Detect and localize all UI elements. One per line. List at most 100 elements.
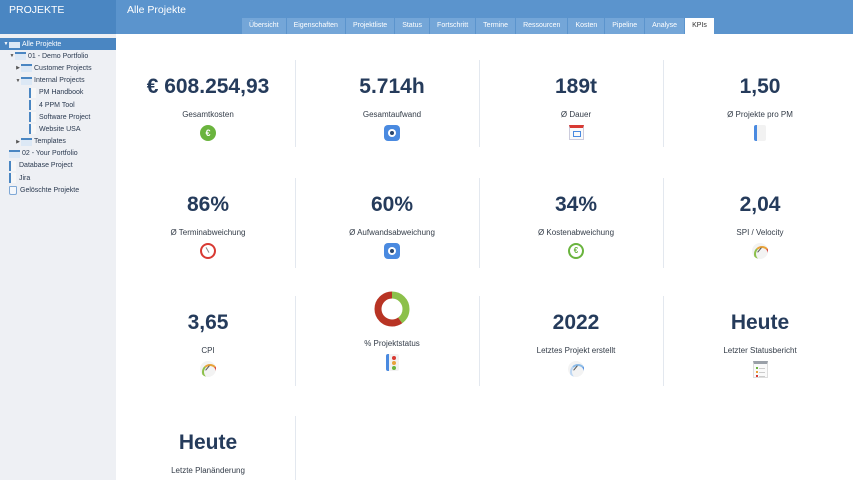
sidebar-title: PROJEKTE bbox=[0, 0, 116, 34]
tree-item[interactable]: ▶ Templates bbox=[0, 136, 116, 148]
tab-fortschritt[interactable]: Fortschritt bbox=[430, 18, 476, 34]
tab-pipeline[interactable]: Pipeline bbox=[605, 18, 645, 34]
kpi-card[interactable]: % Projektstatus bbox=[300, 290, 484, 372]
kpi-card[interactable]: 1,50 Ø Projekte pro PM bbox=[668, 74, 852, 143]
kpi-card[interactable]: € 608.254,93 Gesamtkosten € bbox=[116, 74, 300, 143]
caret-right-icon[interactable]: ▶ bbox=[16, 138, 20, 145]
tree-item[interactable]: 4 PPM Tool bbox=[0, 99, 116, 111]
tree-item-label: 4 PPM Tool bbox=[39, 101, 75, 109]
kpi-card[interactable]: Heute Letzte Planänderung bbox=[116, 430, 300, 475]
speedometer-icon bbox=[567, 361, 585, 379]
divider bbox=[295, 178, 296, 268]
tree-item[interactable]: ▼ Alle Projekte bbox=[0, 38, 116, 51]
kpi-card[interactable]: 60% Ø Aufwandsabweichung bbox=[300, 192, 484, 261]
folder-icon bbox=[9, 149, 20, 158]
divider bbox=[295, 296, 296, 386]
kpi-card[interactable]: 34% Ø Kostenabweichung € bbox=[484, 192, 668, 261]
kpi-value: 3,65 bbox=[187, 311, 229, 334]
tree-item[interactable]: 02 - Your Portfolio bbox=[0, 148, 116, 160]
gauge-euro-icon bbox=[199, 361, 217, 379]
kpi-value: 2022 bbox=[552, 311, 600, 334]
tree-item[interactable]: Database Project bbox=[0, 160, 116, 172]
tree-item-label: Gelöschte Projekte bbox=[20, 186, 80, 194]
project-icon bbox=[9, 173, 16, 184]
project-tree: ▼ Alle Projekte ▼ 01 - Demo Portfolio ▶ Custo… bbox=[0, 34, 116, 480]
kpi-card[interactable]: 2022 Letztes Projekt erstellt bbox=[484, 310, 668, 379]
tree-item-label: PM Handbook bbox=[39, 89, 84, 97]
divider bbox=[663, 178, 664, 268]
person-hex-icon bbox=[383, 125, 401, 143]
caret-down-icon[interactable]: ▼ bbox=[15, 77, 21, 84]
kpi-value: 34% bbox=[554, 193, 598, 216]
caret-down-icon[interactable]: ▼ bbox=[9, 53, 15, 60]
tab--bersicht[interactable]: Übersicht bbox=[242, 18, 286, 34]
traffic-light-icon bbox=[383, 354, 401, 372]
kpi-value: 86% bbox=[186, 193, 230, 216]
tab-analyse[interactable]: Analyse bbox=[645, 18, 685, 34]
report-icon bbox=[751, 361, 769, 379]
caret-down-icon[interactable]: ▼ bbox=[3, 41, 9, 48]
kpi-card[interactable]: 189t Ø Dauer bbox=[484, 74, 668, 143]
kpi-label: Ø Terminabweichung bbox=[170, 228, 246, 237]
kpi-label: % Projektstatus bbox=[364, 339, 420, 348]
kpi-value: 2,04 bbox=[739, 193, 781, 216]
tab-kosten[interactable]: Kosten bbox=[568, 18, 605, 34]
kpi-dashboard: € 608.254,93 Gesamtkosten €5.714h Gesamtauf… bbox=[116, 34, 853, 480]
tab-kpis[interactable]: KPIs bbox=[685, 18, 714, 34]
kpi-card[interactable]: Heute Letzter Statusbericht bbox=[668, 310, 852, 379]
divider bbox=[479, 60, 480, 147]
project-icon bbox=[29, 124, 36, 135]
tab-projektliste[interactable]: Projektliste bbox=[345, 18, 395, 34]
euro-ring-icon: € bbox=[567, 243, 585, 261]
tree-item-label: Customer Projects bbox=[34, 64, 92, 72]
kpi-label: Ø Projekte pro PM bbox=[727, 110, 793, 119]
tab-termine[interactable]: Termine bbox=[476, 18, 516, 34]
tree-item[interactable]: ▼ 01 - Demo Portfolio bbox=[0, 50, 116, 62]
divider bbox=[295, 416, 296, 480]
tree-item[interactable]: Gelöschte Projekte bbox=[0, 184, 116, 196]
main-header: Alle Projekte Übersicht Eigenschaften Proj… bbox=[116, 0, 853, 34]
kpi-card[interactable]: 3,65 CPI bbox=[116, 310, 300, 379]
caret-right-icon[interactable]: ▶ bbox=[16, 65, 20, 72]
project-icon bbox=[29, 100, 36, 111]
tab-ressourcen[interactable]: Ressourcen bbox=[516, 18, 568, 34]
tree-item[interactable]: ▶ Customer Projects bbox=[0, 62, 116, 74]
kpi-label: Letztes Projekt erstellt bbox=[536, 346, 616, 355]
kpi-label: CPI bbox=[201, 346, 215, 355]
kpi-label: Ø Dauer bbox=[560, 110, 592, 119]
trash-icon bbox=[9, 185, 17, 195]
kpi-label: Gesamtaufwand bbox=[362, 110, 422, 119]
tree-item-label: Alle Projekte bbox=[22, 40, 62, 48]
tree-item[interactable]: Software Project bbox=[0, 111, 116, 123]
folder-icon bbox=[15, 52, 26, 61]
kpi-label: Letzte Planänderung bbox=[171, 466, 245, 475]
tree-item[interactable]: PM Handbook bbox=[0, 87, 116, 99]
kpi-value: € 608.254,93 bbox=[146, 75, 270, 98]
tree-item-label: Internal Projects bbox=[34, 77, 85, 85]
tree-item-label: Jira bbox=[19, 174, 31, 182]
kpi-card[interactable]: 5.714h Gesamtaufwand bbox=[300, 74, 484, 143]
kpi-label: Ø Aufwandsabweichung bbox=[349, 228, 435, 237]
tree-item[interactable]: Jira bbox=[0, 172, 116, 184]
kpi-value: 189t bbox=[554, 75, 598, 98]
tree-item[interactable]: Website USA bbox=[0, 123, 116, 135]
kpi-label: Letzter Statusbericht bbox=[723, 346, 797, 355]
tab-status[interactable]: Status bbox=[395, 18, 430, 34]
project-icon bbox=[29, 112, 36, 123]
project-icon bbox=[9, 160, 16, 171]
clock-icon bbox=[199, 243, 217, 261]
donut-slice-red[interactable] bbox=[374, 291, 410, 327]
folder-icon bbox=[9, 40, 20, 49]
tab-eigenschaften[interactable]: Eigenschaften bbox=[286, 18, 345, 34]
tree-item-label: Templates bbox=[34, 138, 66, 146]
kpi-card[interactable]: 2,04 SPI / Velocity bbox=[668, 192, 852, 261]
kpi-card[interactable]: 86% Ø Terminabweichung bbox=[116, 192, 300, 261]
project-status-donut[interactable] bbox=[373, 290, 411, 328]
tree-item-label: 01 - Demo Portfolio bbox=[28, 52, 89, 60]
kpi-value: 5.714h bbox=[359, 75, 425, 98]
kpi-label: Ø Kostenabweichung bbox=[537, 228, 615, 237]
kpi-value: Heute bbox=[730, 311, 790, 334]
kpi-label: Gesamtkosten bbox=[182, 110, 234, 119]
tree-item[interactable]: ▼ Internal Projects bbox=[0, 75, 116, 87]
kpi-value: Heute bbox=[178, 431, 238, 454]
